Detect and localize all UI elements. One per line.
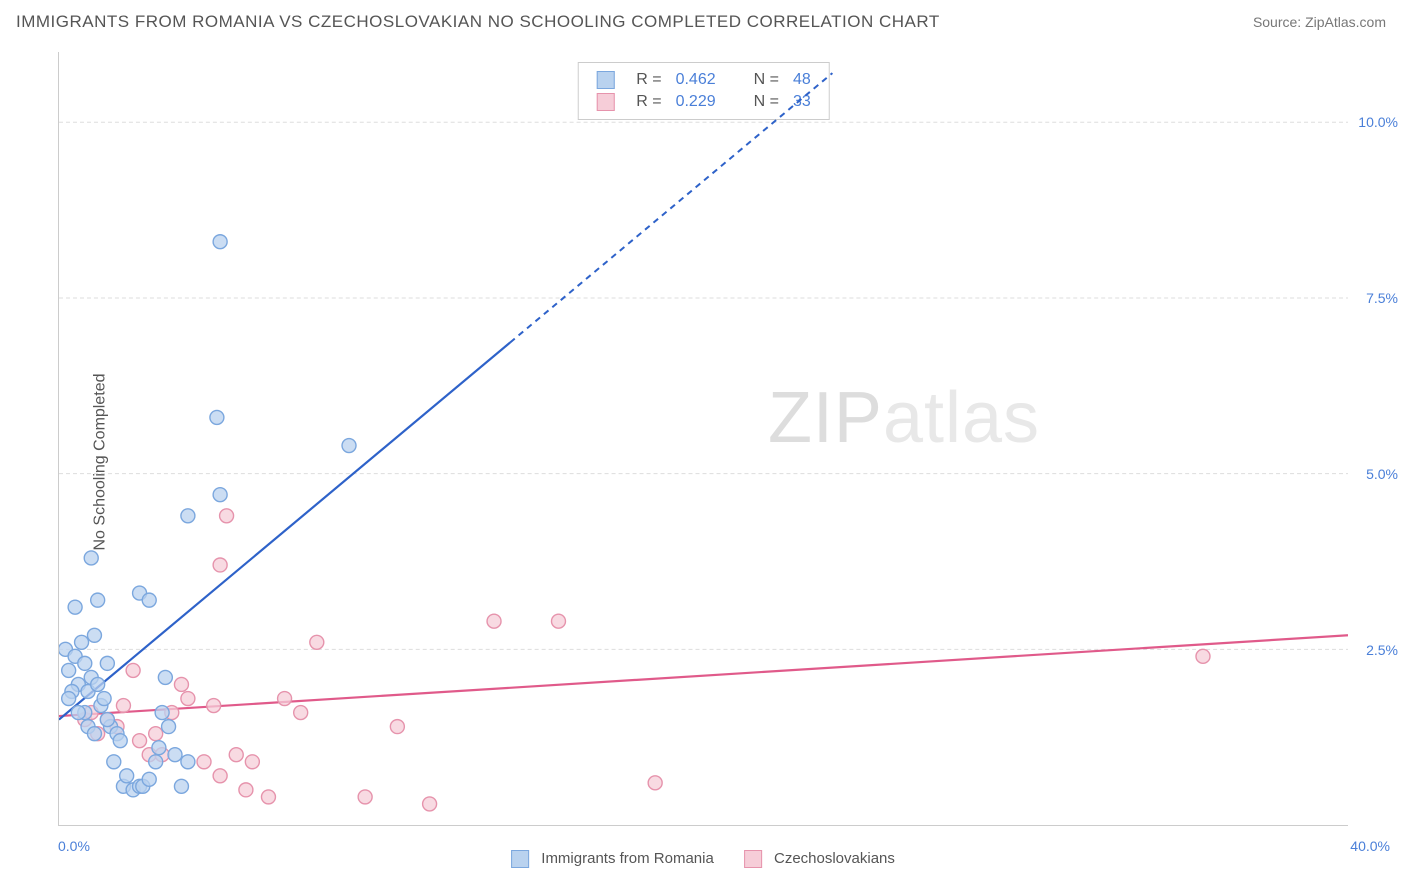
swatch-czech-icon — [744, 850, 762, 868]
plot-area: ZIPatlas R = 0.462 N = 48 R = 0.229 N — [58, 52, 1348, 826]
scatter-svg — [59, 52, 1348, 825]
x-max-label: 40.0% — [1350, 838, 1390, 854]
source-attribution: Source: ZipAtlas.com — [1253, 14, 1386, 30]
y-tick-label: 10.0% — [1358, 114, 1398, 130]
legend-item-romania: Immigrants from Romania — [511, 850, 714, 868]
swatch-romania-icon — [511, 850, 529, 868]
y-tick-label: 7.5% — [1366, 290, 1398, 306]
y-tick-label: 2.5% — [1366, 642, 1398, 658]
chart-title: IMMIGRANTS FROM ROMANIA VS CZECHOSLOVAKI… — [16, 12, 940, 32]
chart-container: No Schooling Completed ZIPatlas R = 0.46… — [16, 44, 1390, 880]
series-legend: Immigrants from Romania Czechoslovakians — [511, 850, 895, 868]
x-min-label: 0.0% — [58, 838, 90, 854]
legend-item-czech: Czechoslovakians — [744, 850, 895, 868]
y-tick-label: 5.0% — [1366, 466, 1398, 482]
